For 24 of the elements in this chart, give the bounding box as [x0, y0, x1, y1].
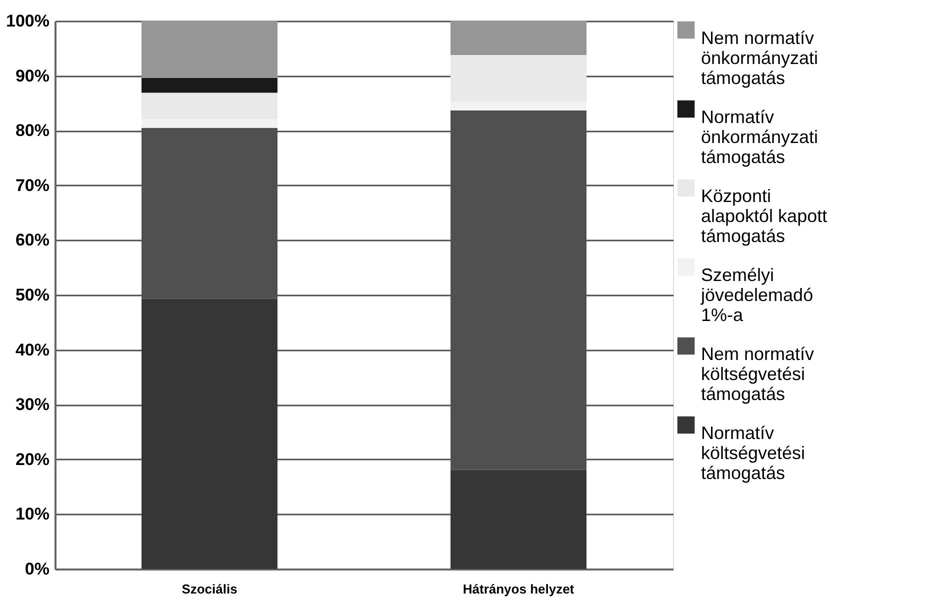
legend-label: Személyi jövedelemadó 1%-a: [700, 265, 814, 325]
legend-label: Normatív költségvetési támogatás: [701, 423, 806, 483]
y-tick-label: 30%: [15, 395, 50, 414]
legend-label: Normatív önkormányzati támogatás: [701, 107, 818, 167]
y-tick-label: 100%: [6, 12, 50, 30]
legend-label: Nem normatív költségvetési támogatás: [701, 344, 814, 404]
legend-label: Nem normatív önkormányzati támogatás: [701, 28, 818, 88]
bar: [142, 21, 278, 78]
y-tick-label: 0%: [24, 560, 50, 578]
y-tick-label: 10%: [15, 504, 50, 524]
y-tick-label: 20%: [15, 450, 50, 469]
y-tick-label: 50%: [15, 286, 50, 304]
bar: [450, 470, 586, 569]
legend-label: Központi alapoktól kapott támogatás: [701, 186, 828, 246]
y-tick-label: 70%: [15, 176, 50, 195]
bar: [450, 21, 586, 55]
bar: [142, 298, 278, 569]
y-tick-label: 80%: [15, 121, 50, 140]
x-tick-label: Szociális: [182, 582, 238, 596]
bar: [142, 78, 278, 93]
y-tick-label: 40%: [15, 340, 50, 360]
x-tick-label: Hátrányos helyzet: [462, 582, 575, 596]
y-tick-label: 60%: [15, 230, 50, 250]
y-tick-label: 90%: [15, 66, 50, 86]
